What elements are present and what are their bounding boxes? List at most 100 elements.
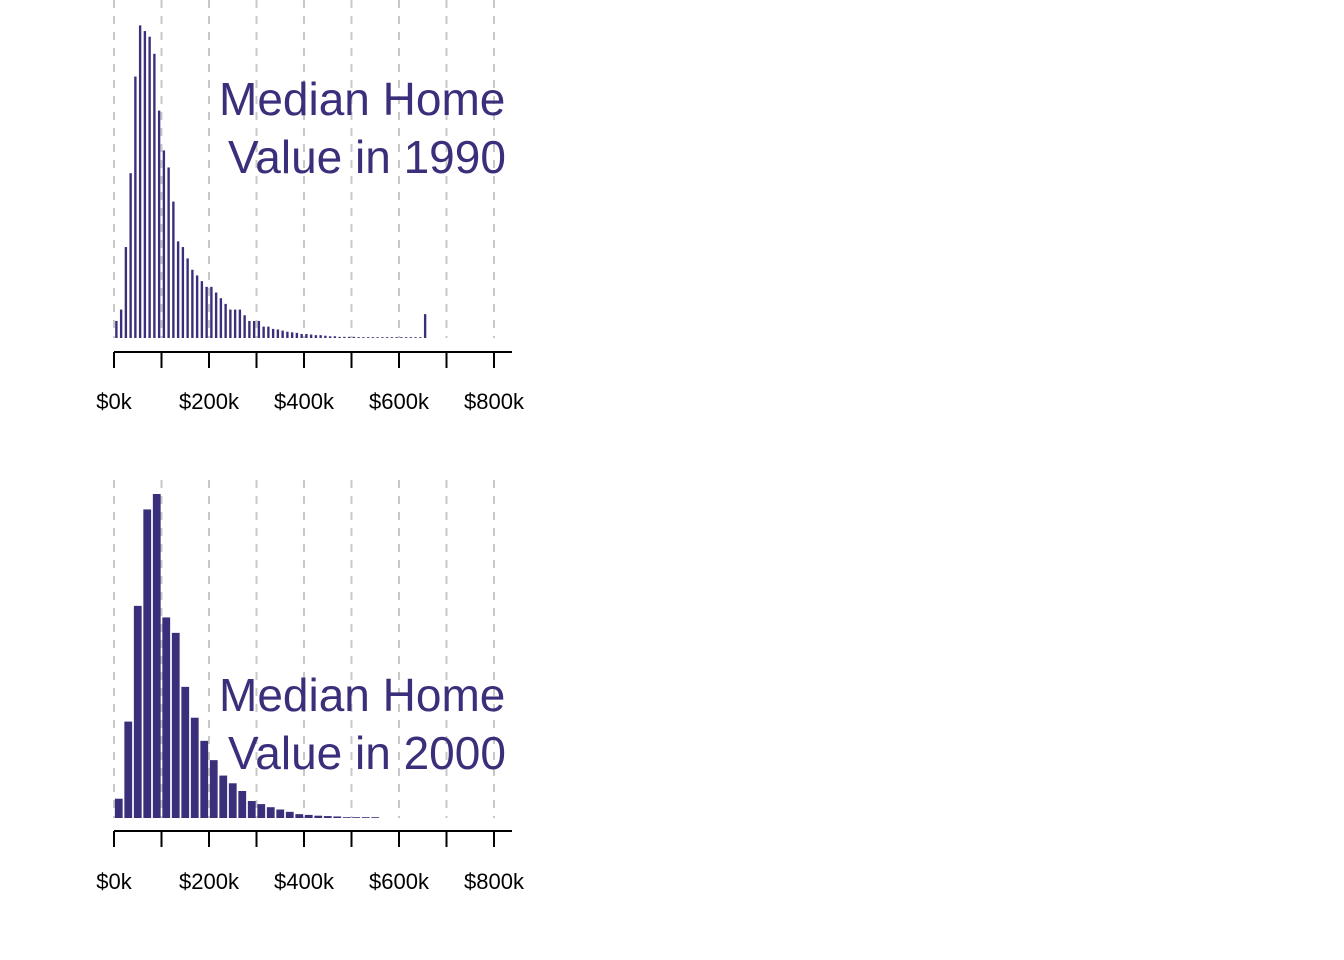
panel-1990-bar (138, 25, 142, 339)
panel-1990-bar (172, 201, 175, 338)
panel-2000-bar (228, 783, 237, 818)
panel-2000-title-line-1: Median Home (219, 669, 505, 721)
panel-2000-bar (124, 721, 133, 818)
panel-2000-bar (371, 817, 380, 818)
panel-2000-bar (152, 494, 161, 818)
panel-1990-x-tick-label: $400k (274, 389, 335, 414)
panel-1990-bar (129, 173, 132, 338)
panel-1990-bar (176, 241, 180, 338)
panel-2000-x-tick-label: $0k (96, 869, 132, 894)
panel-2000-bar (238, 791, 247, 818)
panel-1990-bar (181, 247, 185, 338)
panel-1990-title-group: Median Home Value in 1990 (219, 73, 506, 183)
panel-1990-title: Median Home Value in 1990 (219, 73, 506, 183)
panel-1990-bar (423, 314, 427, 338)
panel-2000-bar (276, 809, 285, 818)
panel-2000-bar (304, 814, 313, 818)
panel-1990-bar (214, 292, 218, 338)
panel-1990-bar (385, 337, 389, 338)
panel-1990-bar (352, 336, 356, 338)
panel-1990-bar (195, 275, 199, 338)
panel-1990-x-tick-label: $600k (369, 389, 430, 414)
panel-2000-bar (314, 815, 323, 818)
panel-1990-title-line-1: Median Home (219, 73, 505, 125)
panel-1990-bar (400, 337, 403, 338)
panel-2000-bars (114, 494, 380, 818)
panel-1990-bar (233, 309, 237, 338)
panel-1990-bar (414, 337, 417, 338)
panel-1990-bar (219, 298, 223, 338)
panel-2000-bar (257, 804, 266, 818)
panel-1990-bar (205, 286, 208, 338)
panel-1990-title-line-2: Value in 1990 (228, 131, 506, 183)
panel-1990-bar (134, 76, 137, 338)
panel-1990-x-tick-label: $800k (464, 389, 525, 414)
panel-1990-bar (404, 337, 408, 338)
panel-2000-bar (209, 760, 218, 818)
panel-1990-x-tick-label: $0k (96, 389, 132, 414)
panel-2000-bar (143, 509, 152, 818)
panel-1990-bar (157, 110, 161, 338)
panel-1990-bar (257, 320, 261, 338)
panel-2000-bar (190, 717, 199, 818)
panel-1990-bar (409, 337, 413, 338)
panel-1990-bar (357, 337, 360, 338)
panel-1990-bars (115, 25, 427, 339)
panel-2000-x-tick-label: $800k (464, 869, 525, 894)
panel-1990-bar (324, 335, 327, 338)
panel-2000-bar (285, 811, 294, 818)
panel-2000-bar (162, 617, 171, 818)
panel-1990-bar (314, 335, 318, 338)
panel-1990-bar (210, 286, 213, 338)
panel-1990-bar (267, 326, 270, 338)
panel-2000-tick-labels: $0k $200k $400k $600k $800k (96, 869, 525, 894)
panel-1990-x-tick-label: $200k (179, 389, 240, 414)
panel-2000-bar (200, 740, 209, 818)
panel-1990-bar (347, 336, 351, 338)
panel-2000-bar (133, 605, 142, 818)
panel-1990-bar (124, 247, 128, 338)
panel-1990-bar (338, 336, 341, 338)
panel-1990: $0k $200k $400k $600k $800k Median Home Value… (96, 0, 525, 414)
panel-1990-bar (271, 328, 275, 338)
panel-1990-bar (229, 309, 232, 338)
panel-1990-bar (191, 269, 194, 338)
panel-1990-bar (115, 320, 118, 338)
panel-1990-bar (419, 337, 422, 338)
panel-2000-title-group: Median Home Value in 2000 (219, 669, 506, 779)
panel-1990-axis (113, 351, 512, 368)
panel-1990-bar (381, 337, 384, 338)
panel-1990-bar (290, 332, 294, 338)
panel-1990-tick-labels: $0k $200k $400k $600k $800k (96, 389, 525, 414)
panel-1990-bar (276, 329, 280, 338)
panel-1990-bar (395, 337, 398, 338)
panel-1990-bar (362, 337, 365, 338)
panel-1990-bar (143, 31, 147, 339)
panel-2000-bar (181, 686, 190, 818)
panel-1990-bar (309, 334, 313, 338)
panel-2000-bar (323, 816, 332, 818)
panel-1990-bar (252, 320, 256, 338)
panel-2000-title: Median Home Value in 2000 (219, 669, 506, 779)
panel-1990-bar (343, 336, 346, 338)
panel-2000-bar (219, 775, 228, 818)
panel-1990-bar (238, 309, 242, 338)
panel-2000-x-tick-label: $600k (369, 869, 430, 894)
panel-2000-x-tick-label: $400k (274, 869, 335, 894)
panel-2000-bar (333, 816, 342, 818)
panel-1990-bar (286, 331, 289, 338)
panel-1990-bar (300, 334, 303, 338)
panel-1990-bar (119, 309, 123, 338)
panel-2000-bar (114, 798, 123, 818)
panel-2000-bar (352, 817, 361, 818)
panel-1990-bar (167, 167, 170, 338)
panel-2000-bar (295, 814, 304, 818)
panel-2000-bar (361, 817, 370, 818)
panel-2000-axis (113, 830, 512, 847)
panel-1990-bar (305, 334, 308, 338)
panel-1990-bar (376, 337, 379, 338)
panel-2000: $0k $200k $400k $600k $800k Median Home Value… (96, 480, 525, 894)
panel-2000-bar (247, 801, 256, 818)
panel-2000-title-line-2: Value in 2000 (228, 727, 506, 779)
